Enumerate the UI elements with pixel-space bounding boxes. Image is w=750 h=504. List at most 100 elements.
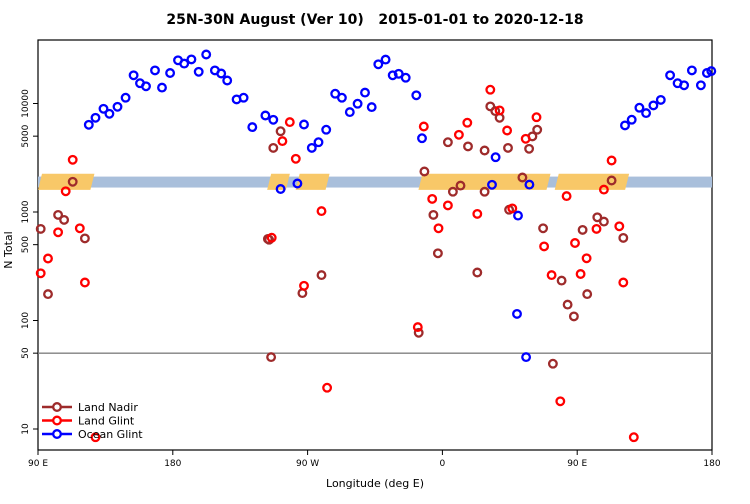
data-point xyxy=(524,143,535,154)
x-tick-label: 0 xyxy=(440,459,446,469)
data-point xyxy=(418,121,429,132)
data-point xyxy=(299,280,309,291)
data-point xyxy=(322,382,333,393)
data-point xyxy=(43,253,53,264)
data-point xyxy=(352,98,363,109)
data-point xyxy=(562,299,573,310)
data-point xyxy=(157,82,167,93)
data-point xyxy=(313,137,324,148)
data-point xyxy=(387,70,398,81)
data-point xyxy=(268,114,279,125)
data-point xyxy=(598,184,609,195)
legend-label-land-glint: Land Glint xyxy=(78,415,135,428)
legend-item-ocean-glint: Ocean Glint xyxy=(42,428,143,441)
data-point xyxy=(74,223,85,234)
axis-ticks: 90 E 180 90 W 0 90 E 180 10 50 100 500 1000 5000 100… xyxy=(21,89,721,469)
data-point xyxy=(275,184,286,194)
data-point xyxy=(494,105,505,116)
data-point xyxy=(641,108,652,119)
land-nadir-marker-icon xyxy=(52,402,62,412)
legend-label-land-nadir: Land Nadir xyxy=(78,401,138,414)
data-point xyxy=(472,208,483,219)
data-point xyxy=(427,193,438,204)
data-point xyxy=(373,59,384,70)
data-point xyxy=(67,176,78,187)
data-point xyxy=(268,142,279,153)
x-tick-label: 180 xyxy=(703,459,720,469)
data-point xyxy=(502,125,513,136)
data-point xyxy=(35,223,46,234)
data-point xyxy=(193,66,204,77)
chart-title: 25N-30N August (Ver 10) 2015-01-01 to 20… xyxy=(166,12,583,28)
land-throughput-band xyxy=(295,173,330,190)
y-tick-label: 500 xyxy=(21,236,31,253)
y-tick-label: 10000 xyxy=(21,89,31,118)
x-tick-label: 180 xyxy=(164,459,181,469)
data-point xyxy=(575,269,586,279)
data-point xyxy=(120,92,131,103)
data-point xyxy=(344,107,355,118)
y-tick-label: 5000 xyxy=(21,124,31,147)
data-point xyxy=(512,308,522,319)
series-land-glint xyxy=(35,84,639,443)
data-point xyxy=(606,175,617,186)
y-tick-label: 1000 xyxy=(21,200,31,223)
data-point xyxy=(179,58,190,69)
y-tick-label: 50 xyxy=(21,347,31,359)
data-point xyxy=(284,117,295,128)
data-point xyxy=(247,122,258,133)
data-point xyxy=(538,223,549,234)
data-point xyxy=(290,153,301,164)
data-point xyxy=(128,70,139,81)
data-point xyxy=(53,209,64,220)
x-axis-label: Longitude (deg E) xyxy=(326,477,424,490)
data-point xyxy=(521,352,532,363)
x-tick-label: 90 W xyxy=(296,459,319,469)
ocean-throughput-band xyxy=(38,176,712,188)
data-point xyxy=(275,126,286,137)
data-point xyxy=(453,129,464,140)
data-point xyxy=(513,210,523,221)
data-point xyxy=(79,233,90,244)
data-point xyxy=(53,227,64,238)
data-point xyxy=(292,178,303,189)
data-point xyxy=(618,232,629,243)
data-point xyxy=(648,100,659,111)
land-throughput-band xyxy=(267,173,290,190)
data-point xyxy=(79,277,90,288)
land-throughput-band xyxy=(38,173,95,190)
data-point xyxy=(620,120,630,131)
data-point xyxy=(60,186,71,197)
data-point xyxy=(507,203,518,214)
data-point xyxy=(299,119,309,130)
legend-item-land-glint: Land Glint xyxy=(42,415,135,428)
data-point xyxy=(380,54,391,65)
y-tick-label: 10 xyxy=(21,423,31,435)
data-point xyxy=(428,209,439,220)
data-point xyxy=(90,112,101,123)
y-tick-label: 100 xyxy=(21,312,31,329)
land-glint-marker-icon xyxy=(52,415,62,426)
data-point xyxy=(321,124,332,135)
data-point xyxy=(104,108,115,119)
data-point xyxy=(547,358,558,369)
data-point xyxy=(112,101,123,112)
data-point xyxy=(442,137,453,148)
data-point xyxy=(655,94,666,105)
data-point xyxy=(306,142,317,153)
data-point xyxy=(463,141,473,152)
data-point xyxy=(462,117,473,128)
data-point xyxy=(67,154,78,165)
legend: Land Nadir Land Glint Ocean Glint xyxy=(42,401,143,441)
data-point xyxy=(606,155,617,166)
y-axis-label: N Total xyxy=(2,231,15,268)
data-point xyxy=(479,145,490,156)
data-point xyxy=(485,84,496,95)
data-point xyxy=(266,352,277,363)
data-point xyxy=(90,432,101,443)
data-point xyxy=(598,216,609,227)
data-point xyxy=(150,65,160,76)
data-point xyxy=(531,112,542,123)
